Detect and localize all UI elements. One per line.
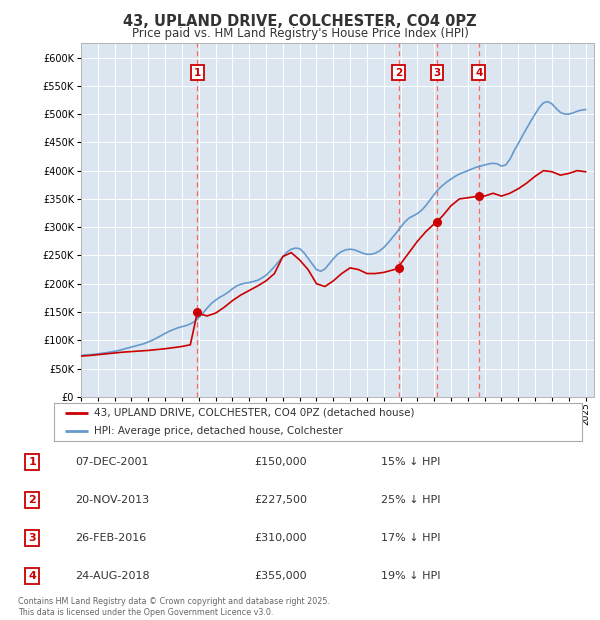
Text: 4: 4 bbox=[28, 571, 36, 581]
Text: 19% ↓ HPI: 19% ↓ HPI bbox=[380, 571, 440, 581]
Text: 25% ↓ HPI: 25% ↓ HPI bbox=[380, 495, 440, 505]
Text: 26-FEB-2016: 26-FEB-2016 bbox=[76, 533, 146, 543]
Text: 20-NOV-2013: 20-NOV-2013 bbox=[76, 495, 149, 505]
Text: 3: 3 bbox=[28, 533, 36, 543]
Text: 17% ↓ HPI: 17% ↓ HPI bbox=[380, 533, 440, 543]
Text: 2: 2 bbox=[28, 495, 36, 505]
Text: 1: 1 bbox=[28, 458, 36, 467]
Text: Price paid vs. HM Land Registry's House Price Index (HPI): Price paid vs. HM Land Registry's House … bbox=[131, 27, 469, 40]
Text: 43, UPLAND DRIVE, COLCHESTER, CO4 0PZ (detached house): 43, UPLAND DRIVE, COLCHESTER, CO4 0PZ (d… bbox=[94, 408, 414, 418]
Text: £355,000: £355,000 bbox=[254, 571, 307, 581]
Text: 2: 2 bbox=[395, 68, 403, 78]
Text: £227,500: £227,500 bbox=[254, 495, 307, 505]
Text: 3: 3 bbox=[433, 68, 440, 78]
Text: £310,000: £310,000 bbox=[254, 533, 307, 543]
Text: 1: 1 bbox=[194, 68, 201, 78]
Text: 4: 4 bbox=[475, 68, 482, 78]
Text: Contains HM Land Registry data © Crown copyright and database right 2025.
This d: Contains HM Land Registry data © Crown c… bbox=[18, 598, 330, 617]
Text: £150,000: £150,000 bbox=[254, 458, 307, 467]
Text: 43, UPLAND DRIVE, COLCHESTER, CO4 0PZ: 43, UPLAND DRIVE, COLCHESTER, CO4 0PZ bbox=[123, 14, 477, 29]
Text: HPI: Average price, detached house, Colchester: HPI: Average price, detached house, Colc… bbox=[94, 427, 343, 436]
Text: 15% ↓ HPI: 15% ↓ HPI bbox=[380, 458, 440, 467]
Text: 24-AUG-2018: 24-AUG-2018 bbox=[76, 571, 150, 581]
Text: 07-DEC-2001: 07-DEC-2001 bbox=[76, 458, 149, 467]
